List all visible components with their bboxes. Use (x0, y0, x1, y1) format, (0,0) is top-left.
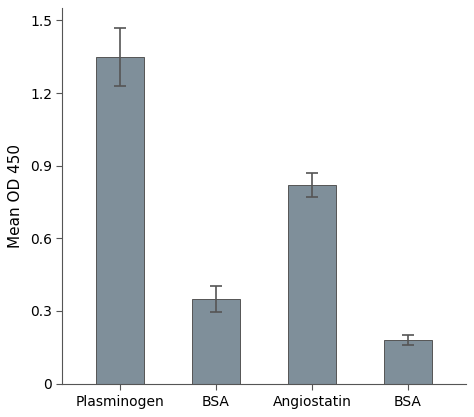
Bar (288, 185, 336, 384)
Bar (192, 299, 240, 384)
Bar (384, 340, 432, 384)
Bar (96, 57, 144, 384)
Y-axis label: Mean OD 450: Mean OD 450 (9, 144, 23, 248)
